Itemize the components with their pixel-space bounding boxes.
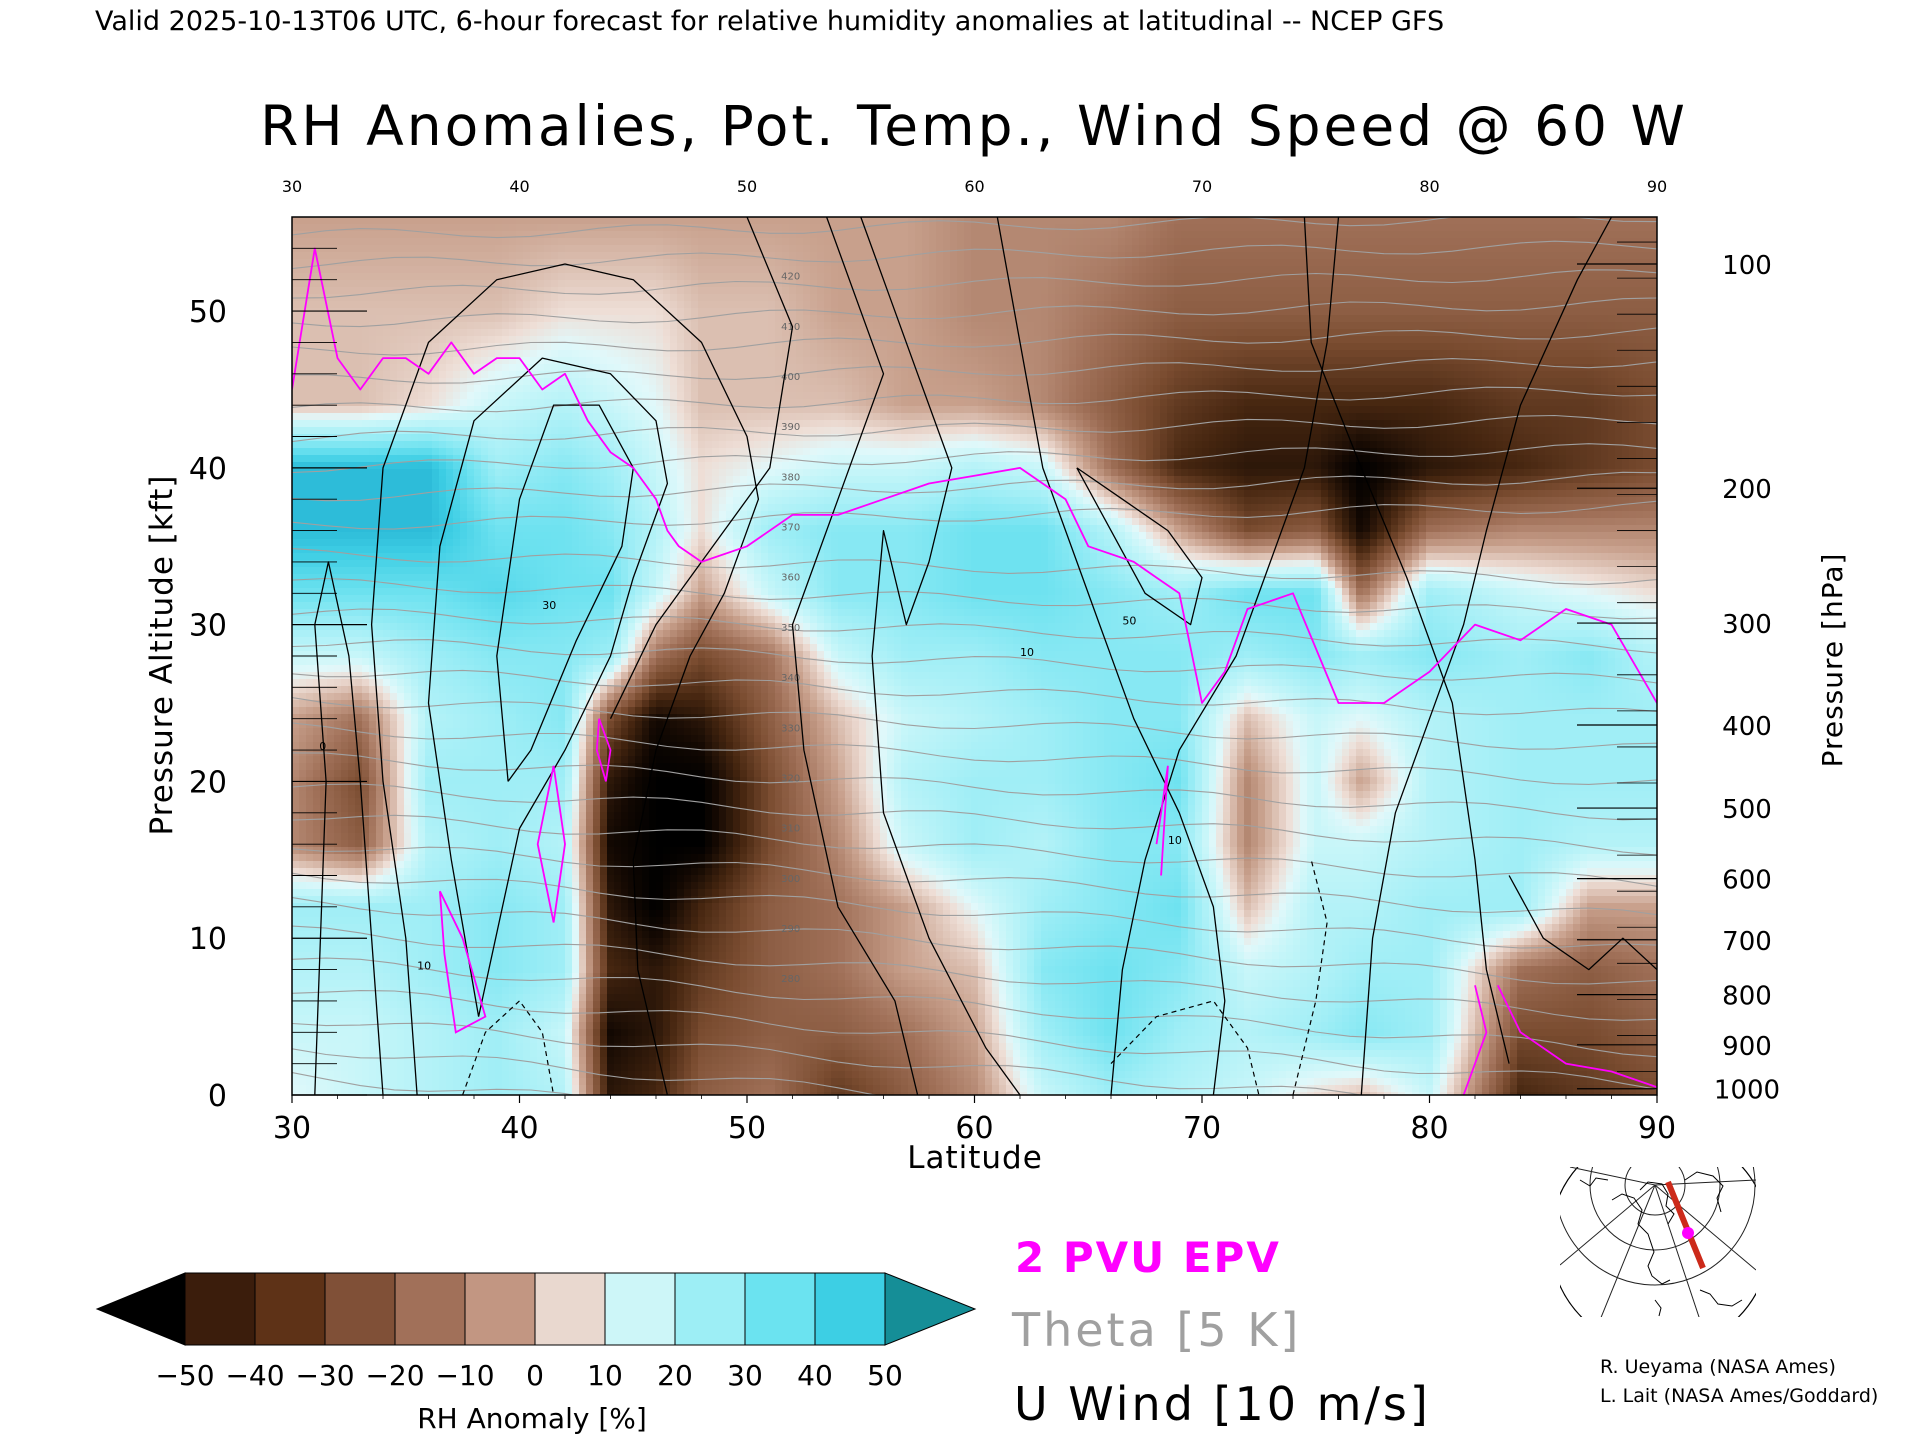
pressure-tick-label: 900 (1722, 1032, 1772, 1062)
theta-label: 380 (781, 472, 800, 483)
x-tick-label: 90 (1638, 1111, 1676, 1146)
x-axis-label: Latitude (907, 1140, 1043, 1176)
x-top-tick-label: 40 (509, 177, 529, 196)
credit-line-2: L. Lait (NASA Ames/Goddard) (1600, 1385, 1878, 1407)
pressure-tick-label: 500 (1722, 795, 1772, 825)
x-tick-label: 50 (728, 1111, 766, 1146)
theta-label: 310 (781, 824, 800, 835)
colorbar-segment (815, 1273, 885, 1345)
colorbar-segment (675, 1273, 745, 1345)
x-top-tick-label: 80 (1419, 177, 1439, 196)
theta-label: 360 (781, 573, 800, 584)
colorbar-tick-label: −40 (225, 1359, 284, 1392)
valid-time-header: Valid 2025-10-13T06 UTC, 6-hour forecast… (95, 6, 1444, 37)
wind-contour-label: 30 (542, 599, 556, 612)
y-tick-label: 50 (189, 295, 227, 330)
colorbar-segment (535, 1273, 605, 1345)
theta-label: 330 (781, 723, 800, 734)
y-tick-label: 30 (189, 609, 227, 644)
pressure-tick-label: 600 (1722, 866, 1772, 896)
x-tick-label: 80 (1410, 1111, 1448, 1146)
x-top-tick-label: 50 (737, 177, 757, 196)
legend-wind: U Wind [10 m/s] (1014, 1377, 1431, 1431)
pressure-tick-label: 300 (1722, 610, 1772, 640)
colorbar-label: RH Anomaly [%] (417, 1402, 647, 1435)
x-tick-label: 70 (1183, 1111, 1221, 1146)
y-tick-label: 40 (189, 452, 227, 487)
theta-label: 390 (781, 422, 800, 433)
theta-label: 350 (781, 623, 800, 634)
x-top-tick-label: 70 (1192, 177, 1212, 196)
colorbar-tick-label: 0 (526, 1359, 544, 1392)
y-axis-label: Pressure Altitude [kft] (144, 475, 180, 836)
x-axis-bottom: 30 40 50 60 70 80 90 (273, 1095, 1676, 1146)
wind-contour-label: 10 (1020, 646, 1034, 659)
theta-label: 420 (781, 272, 800, 283)
y-tick-label: 0 (208, 1079, 227, 1114)
theta-label: 280 (781, 974, 800, 985)
colorbar-tick-label: −10 (435, 1359, 494, 1392)
wind-contour-label: 50 (1122, 615, 1136, 628)
theta-label: 290 (781, 924, 800, 935)
colorbar-tick-label: −20 (365, 1359, 424, 1392)
theta-label: 320 (781, 773, 800, 784)
colorbar-segment (255, 1273, 325, 1345)
theta-label: 370 (781, 523, 800, 534)
x-axis-top: 30 40 50 60 70 80 90 (282, 177, 1667, 196)
legend-epv: 2 PVU EPV (1015, 1233, 1281, 1282)
colorbar-segment (745, 1273, 815, 1345)
colorbar-segment (185, 1273, 255, 1345)
colorbar-tick-label: −50 (155, 1359, 214, 1392)
colorbar-tick-label: −30 (295, 1359, 354, 1392)
colorbar-tick-label: 20 (657, 1359, 693, 1392)
colorbar-segment (325, 1273, 395, 1345)
pressure-tick-label: 800 (1722, 982, 1772, 1012)
pressure-tick-label: 700 (1722, 927, 1772, 957)
x-top-tick-label: 60 (964, 177, 984, 196)
x-tick-label: 30 (273, 1111, 311, 1146)
rh-colorbar: −50 −40 −30 −20 −10 0 10 20 30 40 50 (97, 1273, 975, 1392)
colorbar-segment (465, 1273, 535, 1345)
colorbar-segment (605, 1273, 675, 1345)
colorbar-high-arrow (885, 1273, 975, 1345)
pressure-axis-label: Pressure [hPa] (1816, 553, 1849, 768)
pressure-tick-label: 400 (1722, 712, 1772, 742)
wind-contour-label: 10 (1168, 834, 1182, 847)
theta-label: 300 (781, 874, 800, 885)
wind-contour-label: 10 (417, 960, 431, 973)
colorbar-segment (395, 1273, 465, 1345)
pressure-tick-label: 200 (1722, 475, 1772, 505)
pressure-tick-label: 1000 (1714, 1076, 1780, 1106)
colorbar-low-arrow (97, 1273, 185, 1345)
colorbar-tick-label: 30 (727, 1359, 763, 1392)
legend-theta: Theta [5 K] (1011, 1303, 1301, 1357)
x-top-tick-label: 30 (282, 177, 302, 196)
chart-title: RH Anomalies, Pot. Temp., Wind Speed @ 6… (260, 94, 1688, 158)
y-tick-label: 10 (189, 922, 227, 957)
wind-contour-label: 0 (319, 740, 326, 753)
colorbar-tick-label: 10 (587, 1359, 623, 1392)
y-tick-label: 20 (189, 765, 227, 800)
pressure-tick-label: 100 (1722, 251, 1772, 281)
colorbar-tick-label: 50 (867, 1359, 903, 1392)
credit-line-1: R. Ueyama (NASA Ames) (1600, 1356, 1836, 1378)
x-tick-label: 40 (500, 1111, 538, 1146)
x-top-tick-label: 90 (1647, 177, 1667, 196)
colorbar-tick-label: 40 (797, 1359, 833, 1392)
